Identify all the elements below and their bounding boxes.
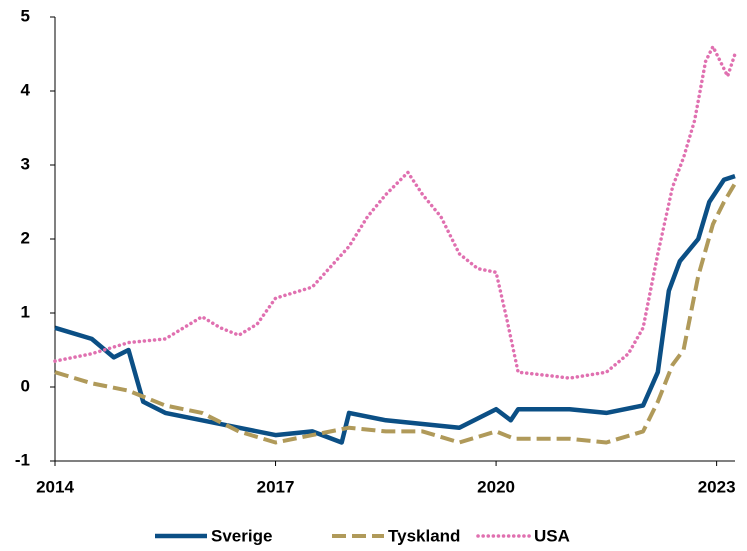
x-tick-label: 2017 [257, 477, 295, 496]
legend-label: USA [534, 526, 570, 545]
y-tick-label: -1 [15, 450, 30, 469]
x-tick-label: 2023 [698, 477, 736, 496]
series-line [54, 182, 737, 445]
y-tick-label: 1 [21, 302, 30, 321]
x-tick-label: 2014 [36, 477, 74, 496]
series-line [53, 44, 737, 380]
y-tick-label: 0 [21, 376, 30, 395]
y-tick-label: 4 [21, 80, 31, 99]
series-line [54, 173, 736, 445]
legend-label: Sverige [211, 526, 272, 545]
y-tick-label: 5 [21, 6, 30, 25]
x-tick-label: 2020 [477, 477, 515, 496]
legend-label: Tyskland [388, 526, 460, 545]
y-tick-label: 3 [21, 154, 30, 173]
y-tick-label: 2 [21, 228, 30, 247]
